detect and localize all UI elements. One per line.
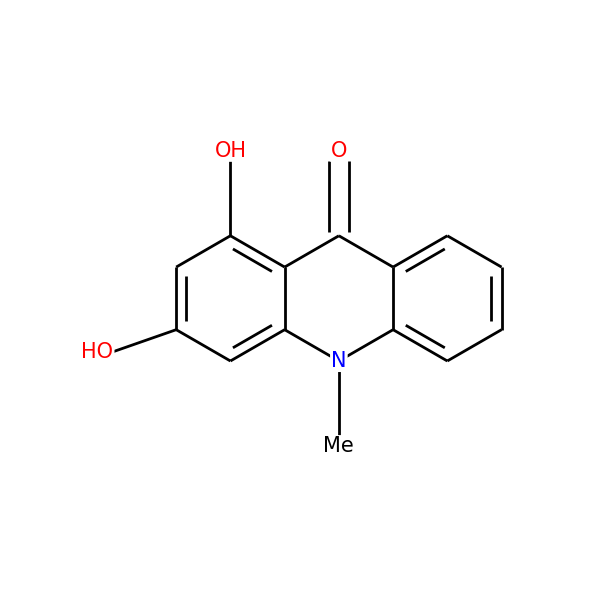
Text: OH: OH <box>214 140 247 161</box>
Text: O: O <box>331 140 347 161</box>
Text: Me: Me <box>323 436 354 456</box>
Text: HO: HO <box>82 341 113 362</box>
Text: N: N <box>331 351 347 371</box>
